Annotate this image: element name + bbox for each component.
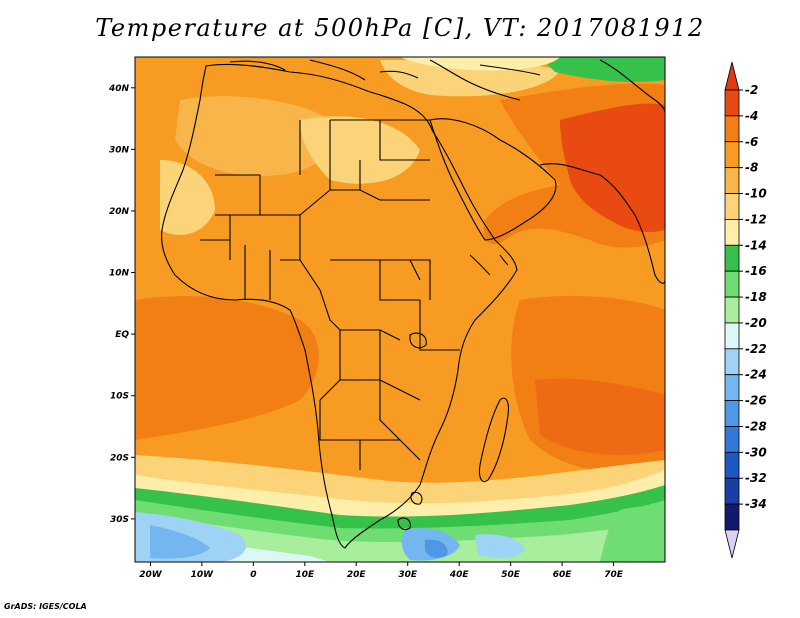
map-frame [134, 56, 666, 563]
colorbar-swatch [724, 426, 740, 453]
colorbar-label: -24 [745, 368, 767, 382]
lon-tick-label: 70E [604, 570, 624, 580]
colorbar-label: -16 [745, 264, 767, 278]
colorbar-label: -8 [745, 161, 758, 175]
colorbar-label: -22 [745, 342, 767, 356]
lon-tick-label: 20W [139, 570, 163, 580]
lat-tick-label: 30S [110, 515, 129, 525]
coastlines [161, 59, 665, 549]
colorbar-label: -28 [745, 419, 767, 433]
lon-tick-label: 60E [553, 570, 573, 580]
colorbar-swatch [724, 296, 740, 324]
longitude-axis: 20W 10W 0 10E 20E 30E 40E 50E 60E 70E [139, 562, 624, 580]
lat-tick-label: 40N [108, 84, 130, 94]
grads-credit: GrADS: IGES/COLA [4, 602, 87, 611]
colorbar-swatch [724, 89, 740, 117]
colorbar-swatch [724, 503, 740, 531]
lon-tick-label: 50E [501, 570, 521, 580]
colorbar-label: -30 [745, 445, 767, 459]
colorbar: -2 -4 -6 -8 -10 -12 -14 -16 -18 -20 -22 -24 -26 -28 -3… [724, 61, 767, 559]
colorbar-swatch [724, 193, 740, 220]
lat-tick-label: 10N [109, 269, 130, 279]
colorbar-top-arrow [724, 61, 740, 91]
colorbar-label: -12 [745, 212, 767, 226]
lon-tick-label: 40E [449, 570, 470, 580]
colorbar-bottom-arrow [724, 529, 740, 559]
colorbar-label: -14 [745, 238, 767, 252]
colorbar-label: -34 [745, 497, 767, 511]
lon-tick-label: 10E [295, 570, 315, 580]
colorbar-label: -20 [745, 316, 767, 330]
colorbar-swatch [724, 477, 740, 505]
colorbar-label: -26 [745, 394, 767, 408]
lat-tick-label: 20S [110, 453, 129, 463]
colorbar-swatch [724, 451, 740, 479]
lat-tick-label: 30N [109, 145, 130, 155]
colorbar-swatch [724, 244, 740, 272]
colorbar-label: -4 [745, 109, 758, 123]
colorbar-label: -18 [745, 290, 767, 304]
colorbar-label: -32 [745, 471, 767, 485]
colorbar-swatch [724, 141, 740, 169]
temperature-field [135, 57, 665, 562]
lat-tick-label: EQ [115, 330, 129, 340]
colorbar-swatch [724, 270, 740, 298]
colorbar-swatch [724, 348, 740, 376]
lat-tick-label: 20N [109, 207, 130, 217]
lon-tick-label: 30E [398, 570, 418, 580]
lat-tick-label: 10S [110, 392, 129, 402]
colorbar-swatch [724, 219, 740, 246]
lon-tick-label: 0 [250, 570, 256, 580]
colorbar-swatch [724, 374, 740, 401]
colorbar-label: -2 [745, 83, 758, 97]
colorbar-swatch [724, 322, 740, 350]
lon-tick-label: 20E [347, 570, 367, 580]
colorbar-swatch [724, 115, 740, 143]
colorbar-label: -6 [745, 135, 758, 149]
lon-tick-label: 10W [191, 570, 215, 580]
colorbar-swatch [724, 400, 740, 427]
latitude-axis: 40N 30N 20N 10N EQ 10S 20S 30S [108, 84, 135, 525]
colorbar-label: -10 [745, 187, 767, 201]
colorbar-swatch [724, 167, 740, 194]
map-title: Temperature at 500hPa [C], VT: 201708191… [95, 14, 705, 42]
